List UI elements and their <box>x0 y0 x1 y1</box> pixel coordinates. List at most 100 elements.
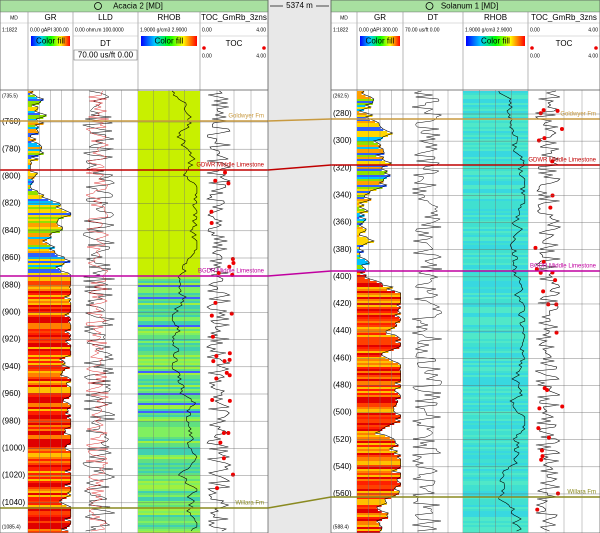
gr-fill <box>357 315 395 317</box>
gr-fill <box>357 293 401 295</box>
gr-fill <box>28 395 71 397</box>
gr-fill <box>357 297 401 299</box>
gr-fill <box>357 391 395 393</box>
gr-fill <box>357 93 362 95</box>
top-label: Willara Fm <box>567 490 596 496</box>
gr-fill <box>357 463 401 465</box>
toc-sample <box>210 334 215 339</box>
gr-fill <box>357 441 396 443</box>
top-label: GDWR Middle Limestone <box>196 163 264 169</box>
gr-fill <box>28 411 69 413</box>
depth-label: (280) <box>333 109 352 118</box>
gr-fill <box>357 239 369 241</box>
top-label: BGDR Middle Limestone <box>530 264 597 270</box>
gr-fill <box>28 419 71 421</box>
gr-fill <box>28 205 61 207</box>
gr-fill <box>357 115 373 117</box>
gr-fill <box>357 231 366 233</box>
toc-sample <box>213 178 218 183</box>
gr-fill <box>28 531 69 533</box>
toc-sample <box>554 330 559 335</box>
toc-sample <box>550 159 555 164</box>
gr-fill <box>28 467 71 469</box>
gr-fill <box>28 417 68 419</box>
gr-fill <box>28 405 71 407</box>
gr-fill <box>28 307 71 309</box>
gr-fill <box>357 445 399 447</box>
depth-label: (520) <box>333 435 352 444</box>
gr-fill <box>357 447 394 449</box>
gr-fill <box>357 409 394 411</box>
gr-fill <box>28 161 31 163</box>
gr-fill <box>28 435 71 437</box>
gr-fill <box>28 341 66 343</box>
toc-sample <box>215 486 220 491</box>
gr-fill <box>357 117 366 119</box>
toc-sample <box>227 398 232 403</box>
gr-fill <box>28 145 41 147</box>
toc-sample <box>209 209 214 214</box>
gr-fill <box>357 161 386 163</box>
gr-fill <box>28 127 39 129</box>
gr-fill <box>357 157 384 159</box>
gr-fill <box>357 299 401 301</box>
gr-fill <box>357 181 384 183</box>
depth-label: (1020) <box>2 471 25 480</box>
gr-fill <box>357 221 365 223</box>
gr-fill <box>357 271 366 273</box>
top-correlation <box>267 164 332 171</box>
toc-sample <box>227 264 232 269</box>
color-fill-label: Color fill <box>155 37 184 46</box>
gr-fill <box>357 373 401 375</box>
depth-label: (480) <box>333 381 352 390</box>
gr-fill <box>28 303 71 305</box>
toc-sample <box>559 126 564 131</box>
gr-fill <box>28 177 35 179</box>
gr-fill <box>28 155 39 157</box>
toc-sample <box>555 108 560 113</box>
header <box>330 11 600 91</box>
dt-curve <box>412 90 443 532</box>
gr-fill <box>357 491 400 493</box>
gr-fill <box>357 249 360 251</box>
gr-fill <box>28 357 66 359</box>
gr-fill <box>28 123 44 125</box>
gr-fill <box>357 289 388 291</box>
gr-fill <box>357 443 396 445</box>
dt-curve <box>82 90 116 532</box>
depth-label: (420) <box>333 299 352 308</box>
gr-fill <box>357 395 401 397</box>
toc-marker <box>594 46 598 50</box>
gr-fill <box>357 177 387 179</box>
depth-label: (735.5) <box>2 93 18 99</box>
gr-fill <box>357 407 394 409</box>
gr-fill <box>357 279 371 281</box>
track-min: 0.00 <box>530 27 540 33</box>
gr-fill <box>28 323 70 325</box>
toc-sample <box>211 359 216 364</box>
toc-sample <box>209 220 214 225</box>
gr-fill <box>357 247 360 249</box>
gr-fill <box>28 171 31 173</box>
gap <box>268 0 331 533</box>
gr-fill <box>357 495 396 497</box>
gr-fill <box>357 151 384 153</box>
gr-fill <box>357 95 366 97</box>
gr-fill <box>28 397 70 399</box>
gr-fill <box>357 405 397 407</box>
gr-fill <box>28 483 71 485</box>
color-fill-swatch <box>360 36 400 46</box>
gr-fill <box>357 485 401 487</box>
top-label: Goldwyer Fm <box>560 112 596 118</box>
gr-fill <box>28 327 71 329</box>
gr-fill <box>28 213 71 215</box>
gr-fill <box>28 509 71 511</box>
gr-fill <box>357 435 386 437</box>
gr-fill <box>28 463 71 465</box>
gr-fill <box>28 243 48 245</box>
gr-fill <box>28 105 33 107</box>
gr-fill <box>357 377 401 379</box>
depth-label: (940) <box>2 362 21 371</box>
gr-fill <box>357 145 381 147</box>
